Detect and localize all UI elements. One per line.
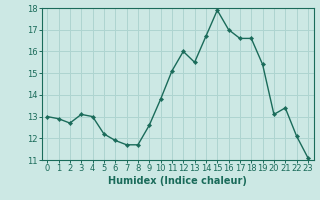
- X-axis label: Humidex (Indice chaleur): Humidex (Indice chaleur): [108, 176, 247, 186]
